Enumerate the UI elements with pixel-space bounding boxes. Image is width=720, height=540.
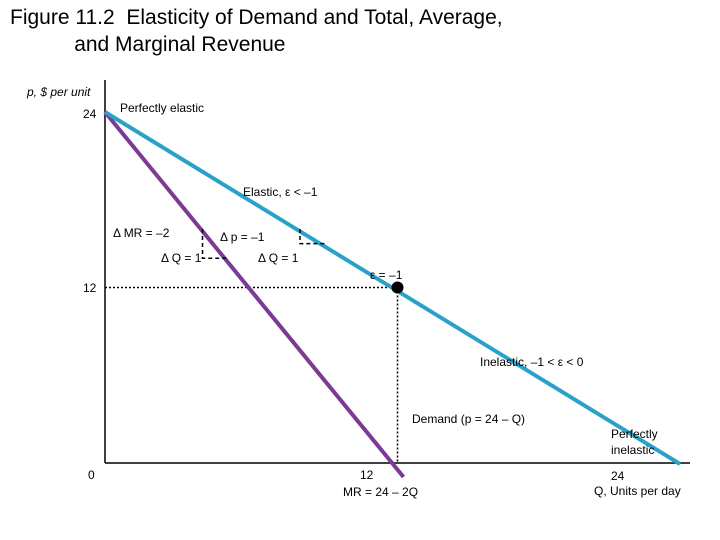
title-line-2: and Marginal Revenue — [74, 33, 286, 56]
inelastic-label: Inelastic, –1 < ε < 0 — [480, 355, 584, 369]
demand-series-label: Demand (p = 24 – Q) — [412, 412, 525, 426]
delta-p-label: Δ p = –1 — [220, 230, 265, 244]
elastic-label: Elastic, ε < –1 — [243, 185, 318, 199]
y-axis-label: p, $ per unit — [26, 85, 91, 99]
mr-curve — [103, 110, 406, 479]
delta-q-mr-label: Δ Q = 1 — [161, 251, 202, 265]
delta-q-demand-label: Δ Q = 1 — [258, 251, 299, 265]
x-tick-12: 12 — [360, 468, 374, 482]
perfectly-inelastic-label-2: inelastic — [611, 443, 654, 457]
demand-step — [299, 229, 325, 245]
step-path — [201, 229, 227, 259]
perfectly-elastic-label: Perfectly elastic — [120, 101, 204, 115]
x-axis-label: Q, Units per day — [594, 484, 681, 498]
unit-elastic-point — [391, 281, 404, 294]
x-tick-24: 24 — [611, 469, 625, 483]
unit-elastic-label: ε = –1 — [370, 268, 403, 282]
mr-series-label: MR = 24 – 2Q — [343, 485, 418, 499]
perfectly-inelastic-label-1: Perfectly — [611, 427, 658, 441]
mr-step — [201, 229, 227, 259]
step-path — [299, 229, 325, 245]
y-tick-24: 24 — [83, 107, 97, 121]
delta-mr-label: Δ MR = –2 — [113, 226, 170, 240]
title-line-1: Figure 11.2 Elasticity of Demand and Tot… — [10, 6, 503, 29]
figure-title: Figure 11.2 Elasticity of Demand and Tot… — [10, 4, 503, 58]
x-tick-0: 0 — [88, 468, 95, 482]
y-tick-12: 12 — [83, 281, 97, 295]
